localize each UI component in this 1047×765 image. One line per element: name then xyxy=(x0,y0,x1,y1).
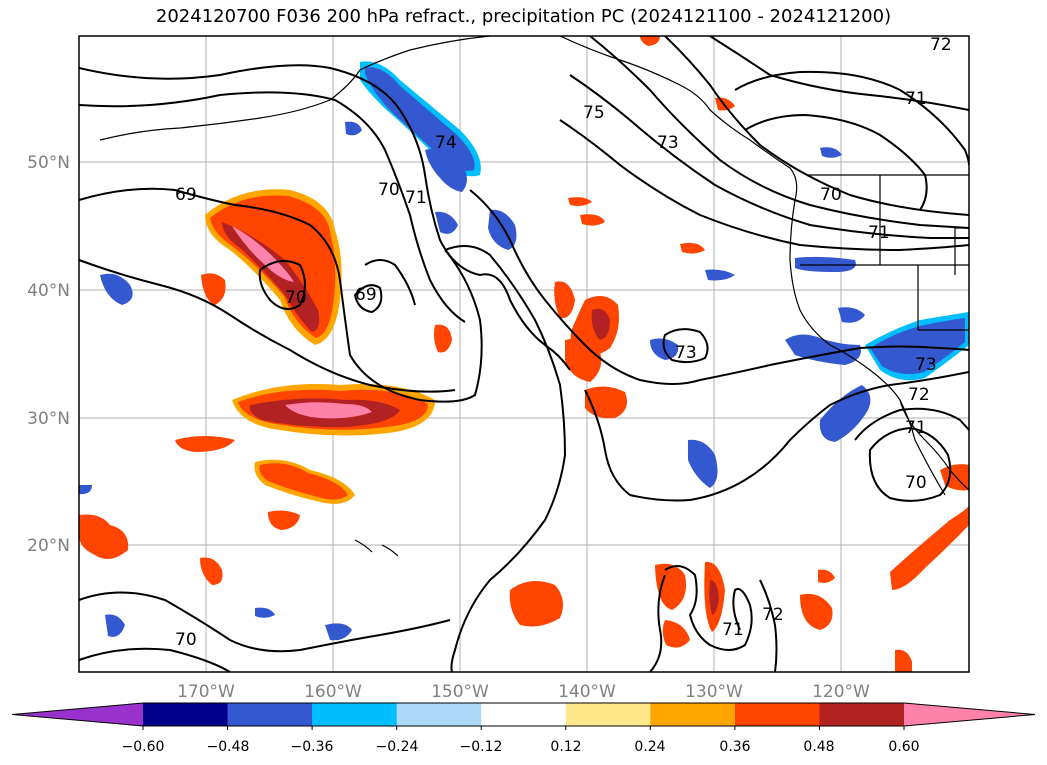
colorbar-bin xyxy=(143,703,229,726)
contour-label: 70 xyxy=(820,185,842,205)
contour-label: 70 xyxy=(905,473,927,493)
colorbar-extend-min xyxy=(12,703,143,726)
contour-label: 71 xyxy=(405,188,427,208)
contour-label: 70 xyxy=(378,180,400,200)
colorbar-bin xyxy=(227,703,313,726)
lat-label: 20°N xyxy=(27,536,70,556)
contour-label: 72 xyxy=(930,35,952,55)
colorbar-extend-max xyxy=(904,703,1035,726)
coastlines xyxy=(99,36,969,557)
lat-label: 30°N xyxy=(27,409,70,429)
contour-label: 73 xyxy=(657,133,679,153)
colorbar-bin xyxy=(650,703,736,726)
positive-precip-shading xyxy=(79,36,969,672)
contour-label: 72 xyxy=(762,605,784,625)
colorbar-tick-label: −0.48 xyxy=(207,739,250,755)
lat-label: 50°N xyxy=(27,153,70,173)
colorbar-bin xyxy=(734,703,820,726)
lon-label: 120°W xyxy=(812,682,870,702)
colorbar-tick-label: 0.12 xyxy=(550,739,581,755)
colorbar xyxy=(11,702,1036,730)
lon-label: 160°W xyxy=(304,682,362,702)
map-frame xyxy=(78,35,970,673)
contour-label: 75 xyxy=(583,103,605,123)
map-title: 2024120700 F036 200 hPa refract., precip… xyxy=(155,6,892,27)
lon-label: 170°W xyxy=(177,682,235,702)
colorbar-tick-label: −0.24 xyxy=(376,739,419,755)
contour-labels: 69 70 71 74 75 73 70 71 72 71 70 69 73 7… xyxy=(175,35,952,650)
contour-label: 71 xyxy=(905,418,927,438)
contour-label: 69 xyxy=(355,285,377,305)
lon-label: 130°W xyxy=(685,682,743,702)
colorbar-tick-label: −0.12 xyxy=(460,739,503,755)
colorbar-bin xyxy=(565,703,651,726)
lat-label: 40°N xyxy=(27,281,70,301)
lon-label: 150°W xyxy=(431,682,489,702)
colorbar-bin xyxy=(396,703,482,726)
colorbar-bin xyxy=(312,703,398,726)
contour-label: 71 xyxy=(868,223,890,243)
colorbar-tick-label: 0.36 xyxy=(719,739,750,755)
colorbar-tick-label: 0.60 xyxy=(888,739,919,755)
contour-label: 70 xyxy=(175,630,197,650)
colorbar-tick-label: 0.48 xyxy=(803,739,834,755)
contour-label: 73 xyxy=(675,343,697,363)
contour-label: 72 xyxy=(908,385,930,405)
colorbar-ticks: −0.60 −0.48 −0.36 −0.24 −0.12 0.12 0.24 … xyxy=(122,739,920,755)
contour-label: 71 xyxy=(722,620,744,640)
contour-label: 71 xyxy=(905,89,927,109)
contour-label: 74 xyxy=(435,133,457,153)
colorbar-bin xyxy=(819,703,905,726)
colorbar-tick-label: −0.60 xyxy=(122,739,165,755)
colorbar-tick-label: 0.24 xyxy=(634,739,665,755)
contour-label: 73 xyxy=(915,355,937,375)
contour-label: 70 xyxy=(285,288,307,308)
refractivity-contours xyxy=(79,36,969,672)
lon-label: 140°W xyxy=(558,682,616,702)
longitude-labels: 170°W 160°W 150°W 140°W 130°W 120°W xyxy=(177,682,870,702)
contour-label: 69 xyxy=(175,185,197,205)
latitude-labels: 50°N 40°N 30°N 20°N xyxy=(27,153,70,556)
colorbar-bin xyxy=(481,703,567,726)
colorbar-tick-label: −0.36 xyxy=(291,739,334,755)
